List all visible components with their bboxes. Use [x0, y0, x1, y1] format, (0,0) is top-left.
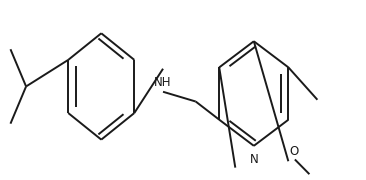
Text: NH: NH [154, 76, 172, 89]
Text: N: N [250, 153, 258, 166]
Text: O: O [290, 145, 299, 158]
